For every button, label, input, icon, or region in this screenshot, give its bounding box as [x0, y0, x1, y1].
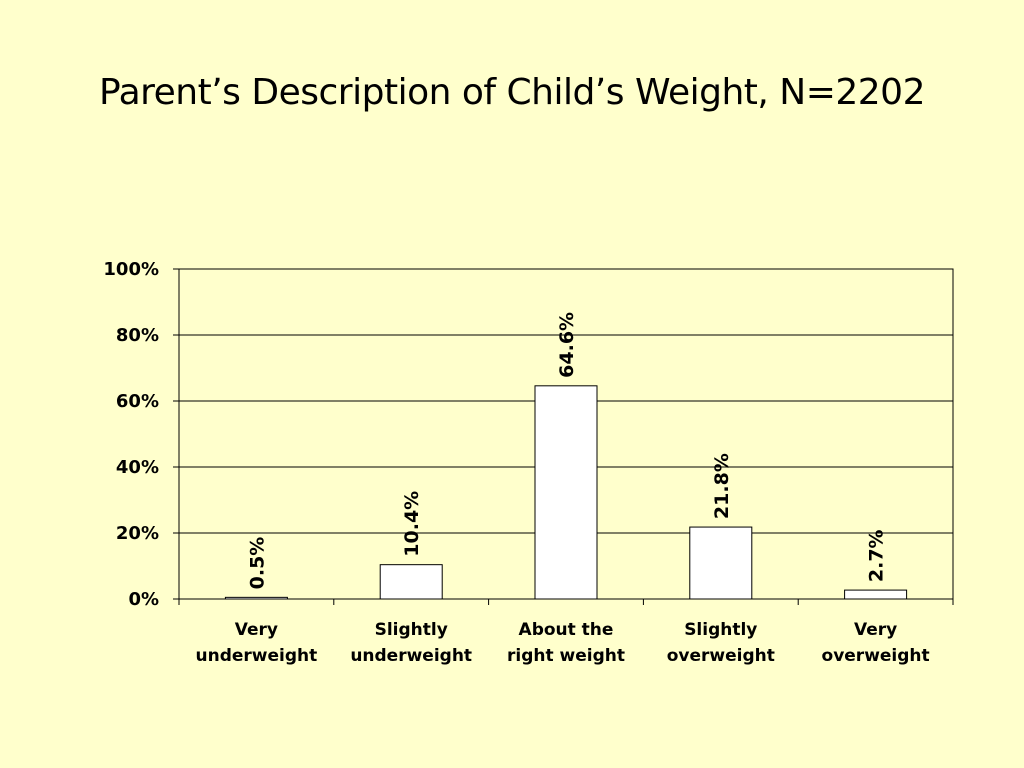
y-tick-label: 100% — [103, 259, 159, 280]
y-tick-label: 20% — [116, 523, 159, 544]
data-label: 0.5% — [246, 537, 268, 590]
bar — [224, 596, 288, 600]
bar — [534, 385, 598, 600]
y-tick-labels: 0% 20% 40% 60% 80% 100% — [103, 259, 159, 610]
chart-title: Parent’s Description of Child’s Weight, … — [99, 72, 925, 113]
x-tick-label: About the right weight — [507, 620, 625, 666]
y-tick-label: 80% — [116, 325, 159, 346]
x-tick-label: Very overweight — [822, 620, 930, 666]
y-tick-label: 60% — [116, 391, 159, 412]
y-tick-label: 40% — [116, 457, 159, 478]
x-tick-label: Very underweight — [196, 620, 318, 666]
x-tick-labels: Very underweight Slightly underweight About … — [196, 620, 930, 666]
x-tick-label: Slightly underweight — [350, 620, 472, 666]
bar — [844, 589, 908, 600]
data-label: 21.8% — [711, 453, 733, 519]
bar — [689, 526, 753, 600]
y-tick-label: 0% — [128, 589, 159, 610]
data-label: 64.6% — [556, 312, 578, 378]
data-label: 2.7% — [866, 529, 888, 582]
x-tick-label: Slightly overweight — [667, 620, 775, 666]
bar — [379, 564, 443, 600]
data-label: 10.4% — [401, 491, 423, 557]
data-labels: 0.5% 10.4% 64.6% 21.8% 2.7% — [246, 312, 887, 589]
bars — [224, 385, 908, 600]
